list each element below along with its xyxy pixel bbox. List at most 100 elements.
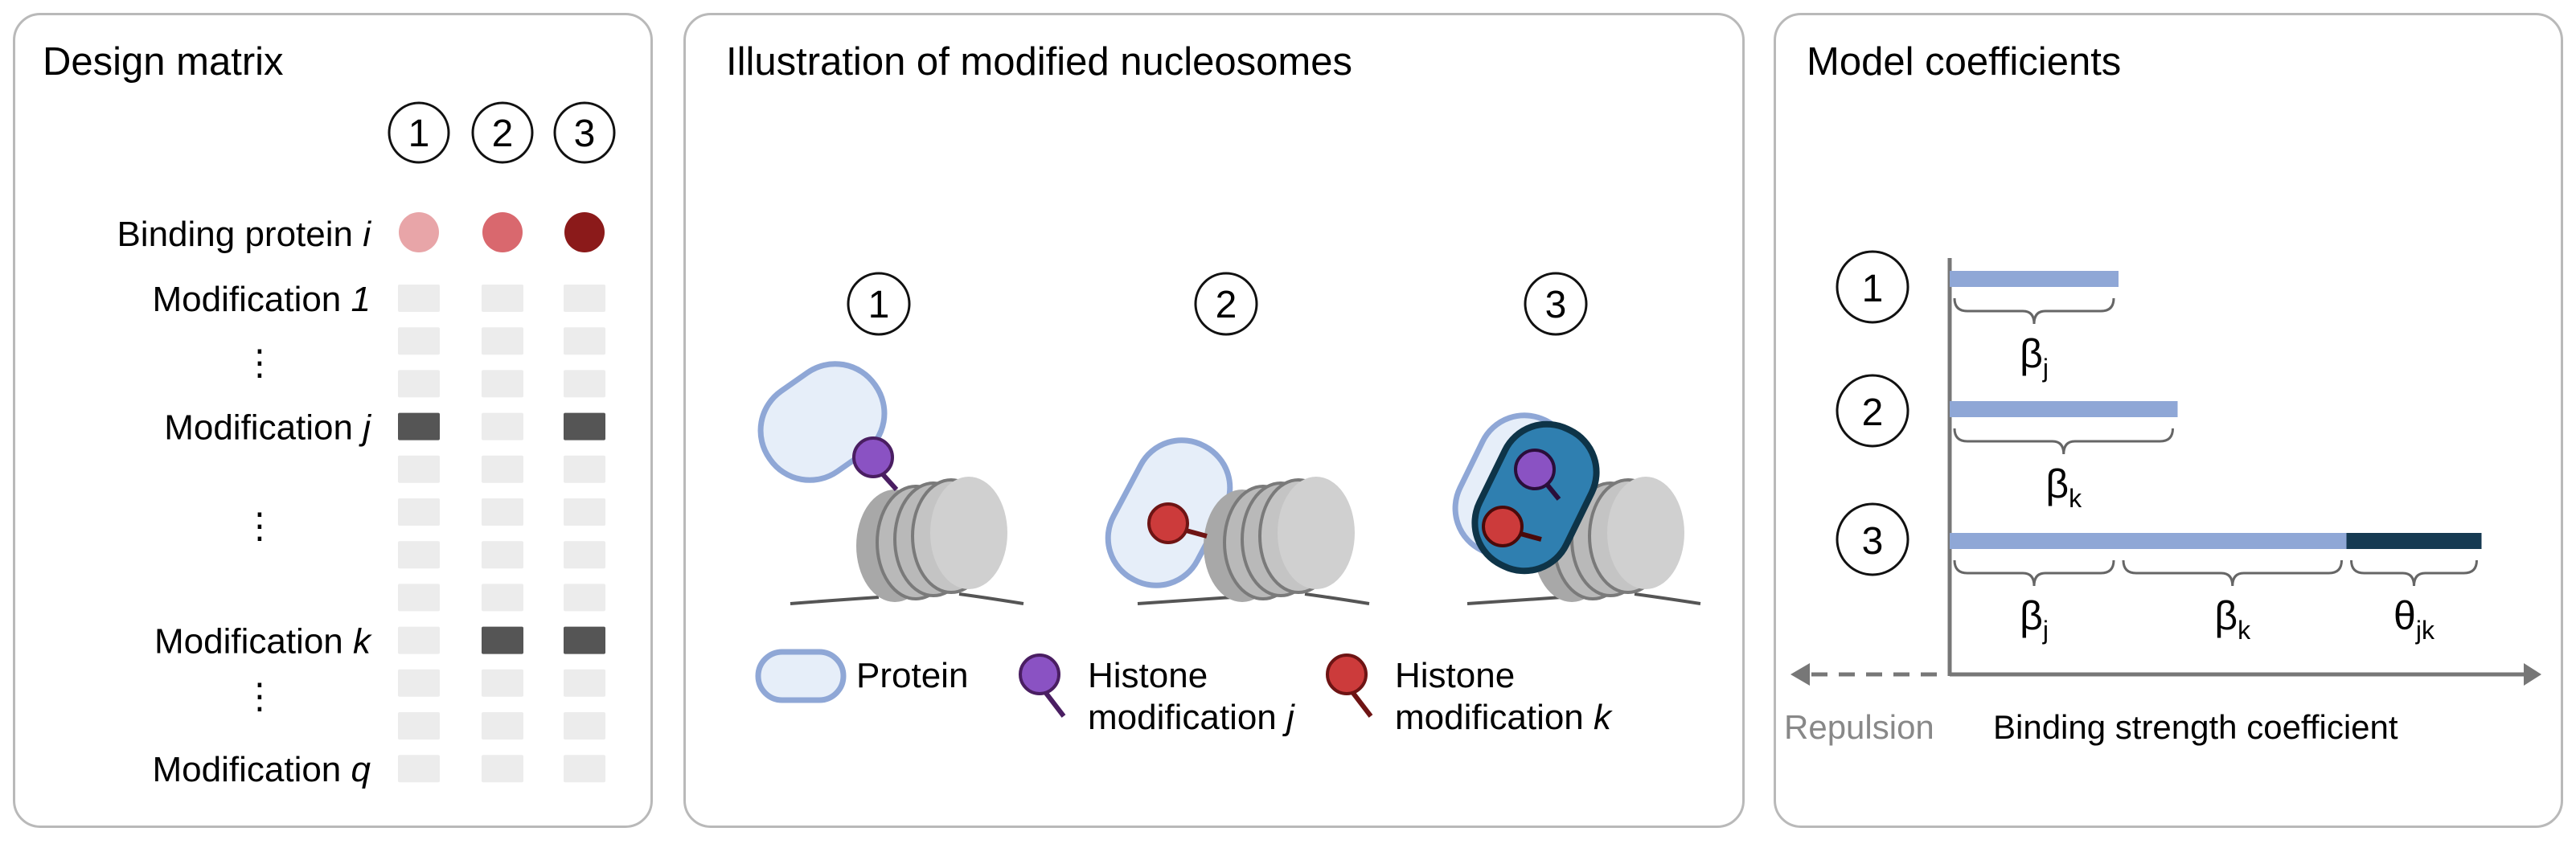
bar-3-beta_j [1950, 533, 2119, 549]
coefficients-svg: Model coefficients Repulsion Binding str… [1784, 40, 2541, 746]
matrix-cell-r2-c3 [564, 327, 605, 355]
matrix-cell-r1-c1 [398, 285, 440, 312]
ellipsis-2: ⋮ [242, 506, 277, 546]
protein-dot-2 [482, 212, 523, 252]
dna-strand-3a [1466, 596, 1563, 605]
matrix-cell-r10-c2 [482, 669, 523, 697]
legend-mod-j-line1: Histone [1088, 656, 1208, 695]
modification-row-label: Modification 1 [153, 280, 371, 319]
matrix-cell-r7-c1 [398, 541, 440, 569]
illustration-title: Illustration of modified nucleosomes [726, 40, 1352, 84]
bar-2-beta_k [1950, 401, 2178, 417]
column-2-circle [471, 101, 534, 164]
histone-2 [1202, 475, 1356, 604]
brace-1-beta_j [1953, 297, 2115, 325]
bar-3-beta_k [2119, 533, 2347, 549]
modification-row-label: Modification q [153, 750, 371, 789]
matrix-cell-r7-c2 [482, 541, 523, 569]
matrix-cell-r9-c1 [398, 626, 440, 654]
binding-protein-row-label: Binding protein i [117, 215, 371, 254]
matrix-cell-r8-c3 [564, 584, 605, 612]
brace-2-beta_k [1953, 428, 2174, 455]
matrix-cell-r5-c1 [398, 455, 440, 483]
matrix-cell-r4-c3 [564, 412, 605, 440]
nucleosome-1-circle [847, 272, 911, 336]
column-3-circle [553, 101, 616, 164]
dna-strand-2a [1137, 596, 1233, 605]
dna-strand-1a [790, 596, 880, 605]
legend-mod-k-icon [1326, 653, 1368, 695]
nucleosome-1: 1 [757, 272, 1024, 605]
dna-strand-2b [1304, 592, 1370, 605]
coefficients-title: Model coefficients [1807, 40, 2121, 84]
protein-dot-1 [399, 212, 439, 252]
coef-row-3-circle [1836, 502, 1909, 576]
matrix-cell-r12-c3 [564, 755, 605, 783]
matrix-cell-r5-c2 [482, 455, 523, 483]
mod-j-dot-1 [852, 436, 894, 478]
matrix-cell-r5-c3 [564, 455, 605, 483]
matrix-cell-r6-c1 [398, 498, 440, 526]
illustration-svg: Illustration of modified nucleosomes 1 2 [726, 40, 1701, 737]
matrix-cell-r2-c2 [482, 327, 523, 355]
nucleosome-2: 2 [1105, 272, 1370, 605]
legend-protein-label: Protein [856, 656, 968, 695]
matrix-cell-r6-c2 [482, 498, 523, 526]
legend-mod-k-line2: modification k [1395, 698, 1613, 737]
nucleosome-3: 3 [1452, 272, 1701, 605]
term-label-3-beta_j: βj [2020, 593, 2049, 645]
coefficient-bars: βj βk βj βk θjk [1950, 271, 2482, 645]
repulsion-arrowhead [1790, 663, 1810, 686]
nucleosome-2-circle [1194, 272, 1258, 336]
matrix-cell-r11-c1 [398, 712, 440, 740]
matrix-cell-r1-c3 [564, 285, 605, 312]
matrix-cell-r11-c2 [482, 712, 523, 740]
bar-1-beta_j [1950, 271, 2119, 287]
matrix-cell-r12-c1 [398, 755, 440, 783]
column-3-label: 3 [574, 113, 596, 155]
term-label-2-beta_k: βk [2045, 461, 2082, 513]
mod-k-dot-3 [1482, 506, 1524, 547]
matrix-cell-r4-c1 [398, 412, 440, 440]
matrix-cell-r9-c2 [482, 626, 523, 654]
matrix-cell-r11-c3 [564, 712, 605, 740]
legend-mod-k-line1: Histone [1395, 656, 1515, 695]
matrix-cell-r1-c2 [482, 285, 523, 312]
design-matrix-svg: Design matrix 1 2 3 Binding protein i Mo… [43, 40, 616, 789]
term-label-1-beta_j: βj [2020, 331, 2049, 383]
mod-j-dot-3 [1514, 449, 1556, 490]
coef-row-2-circle [1836, 374, 1909, 448]
brace-3-theta_jk [2350, 559, 2478, 587]
coef-row-3-label: 3 [1862, 520, 1884, 563]
matrix-cell-r3-c2 [482, 370, 523, 398]
ellipsis-1: ⋮ [242, 343, 277, 383]
column-1-label: 1 [408, 113, 430, 155]
coef-row-1-circle [1836, 250, 1909, 324]
protein-dot-3 [564, 212, 605, 252]
nucleosome-2-label: 2 [1216, 284, 1237, 326]
design-matrix-panel: Design matrix 1 2 3 Binding protein i Mo… [13, 13, 653, 828]
illustration-legend: Protein Histone modification j Histone m… [755, 649, 1613, 737]
matrix-cell-r12-c2 [482, 755, 523, 783]
matrix-cell-r3-c3 [564, 370, 605, 398]
dna-strand-1b [958, 592, 1024, 605]
illustration-panel: Illustration of modified nucleosomes 1 2 [683, 13, 1745, 828]
column-2-label: 2 [492, 113, 514, 155]
x-axis-arrowhead [2524, 663, 2541, 686]
repulsion-label: Repulsion [1784, 708, 1934, 746]
matrix-cell-r8-c1 [398, 584, 440, 612]
modification-row-label: Modification j [164, 408, 371, 448]
matrix-cell-r9-c3 [564, 626, 605, 654]
matrix-cell-r8-c2 [482, 584, 523, 612]
matrix-cell-r6-c3 [564, 498, 605, 526]
legend-protein-swatch [755, 649, 847, 703]
matrix-cell-r4-c2 [482, 412, 523, 440]
design-matrix-title: Design matrix [43, 40, 284, 84]
nucleosome-3-circle [1524, 272, 1588, 336]
matrix-column-headers: 1 2 3 [388, 101, 616, 164]
term-label-3-beta_k: βk [2214, 593, 2251, 645]
brace-3-beta_k [2122, 559, 2343, 587]
modification-row-label: Modification k [154, 622, 372, 662]
matrix-cell-r3-c1 [398, 370, 440, 398]
legend-mod-j-line2: modification j [1088, 698, 1295, 737]
